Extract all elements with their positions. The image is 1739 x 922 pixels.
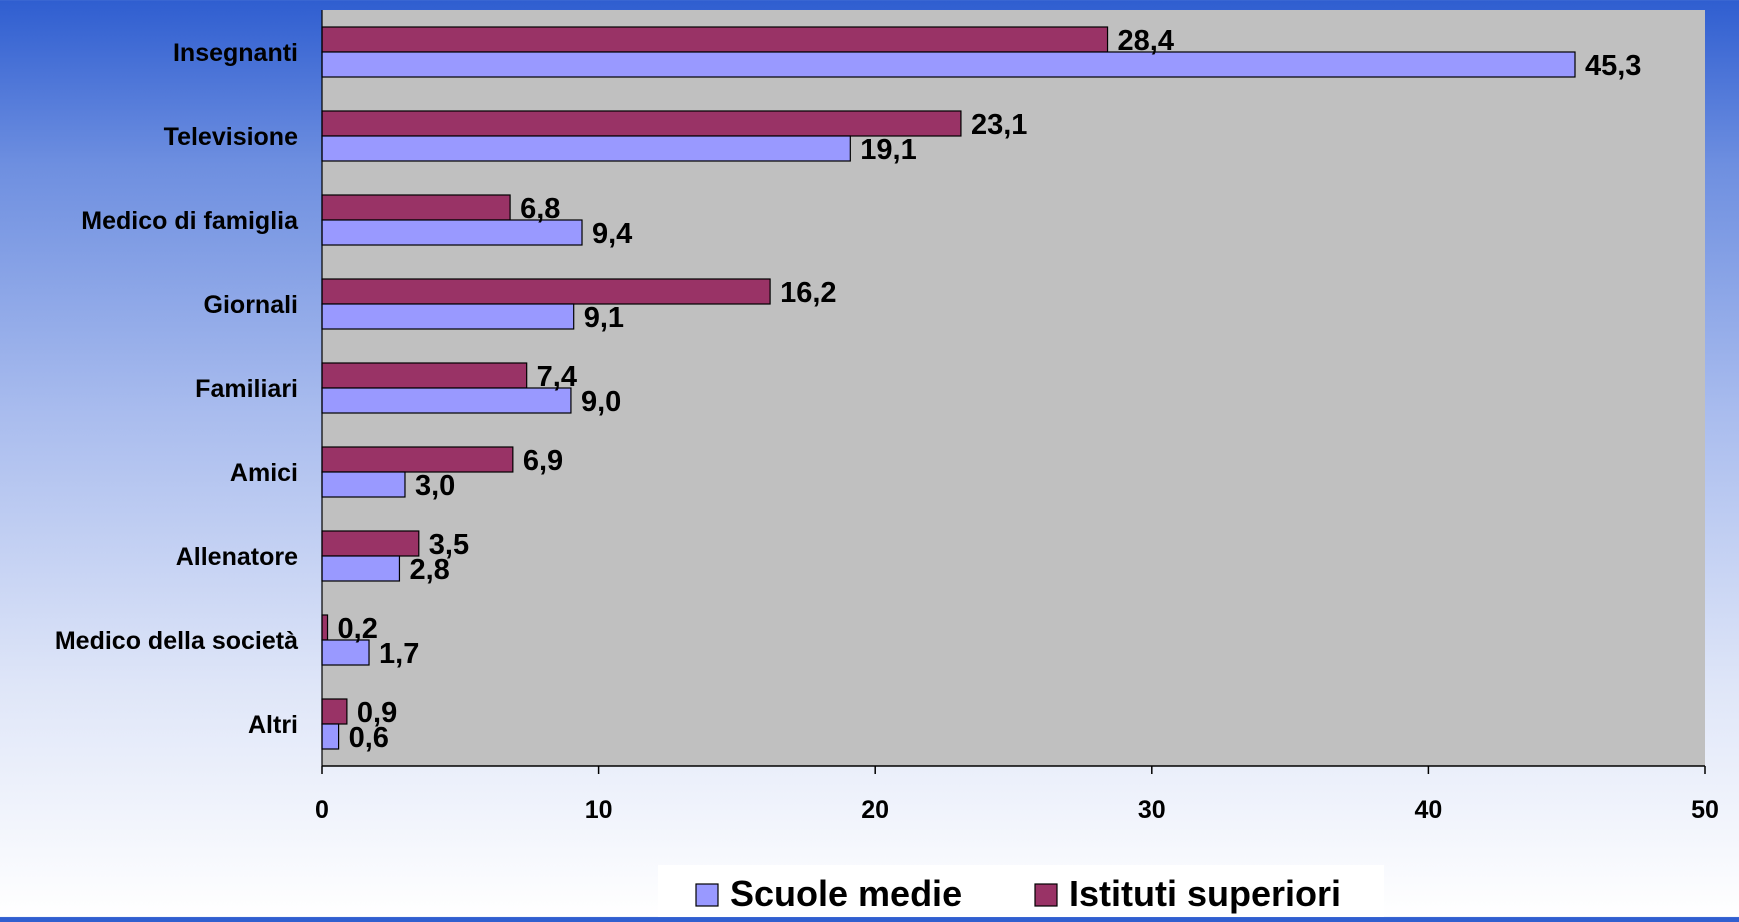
data-label-istituti-superiori-amici: 6,9 (523, 445, 563, 477)
bar-istituti-superiori-familiari (321, 362, 528, 389)
bar-istituti-superiori-medico-di-famiglia (321, 194, 511, 221)
bar-istituti-superiori-insegnanti (321, 26, 1109, 53)
data-labels-layer: 28,4 45,3 23,1 19,1 6,8 9,4 16,2 9,17,49,0 6,9 3,… (338, 25, 1642, 754)
category-label-medico-di-famiglia: Medico di famiglia (81, 207, 299, 235)
data-label-istituti-superiori-insegnanti: 28,4 (1118, 25, 1174, 57)
legend-box (658, 865, 1384, 917)
bar-istituti-superiori-televisione (321, 110, 962, 137)
category-label-giornali: Giornali (204, 291, 298, 319)
data-label-scuole-medie-insegnanti: 45,3 (1585, 50, 1641, 82)
data-label-istituti-superiori-medico-di-famiglia: 6,8 (520, 193, 560, 225)
bar-scuole-medie-familiari (321, 387, 572, 414)
data-label-istituti-superiori-medico-della-societa: 0,2 (338, 613, 378, 645)
bar-scuole-medie-allenatore (321, 555, 401, 582)
category-label-allenatore: Allenatore (176, 543, 298, 571)
bar-scuole-medie-amici (321, 471, 406, 498)
data-label-scuole-medie-allenatore: 2,8 (409, 554, 449, 586)
data-label-scuole-medie-televisione: 19,1 (860, 134, 916, 166)
bar-scuole-medie-medico-di-famiglia (321, 219, 583, 246)
category-label-familiari: Familiari (195, 375, 298, 403)
category-label-insegnanti: Insegnanti (173, 39, 298, 67)
x-tick-label-50: 50 (1691, 796, 1719, 824)
bars-layer (321, 26, 1576, 750)
data-label-scuole-medie-giornali: 9,1 (584, 302, 624, 334)
data-label-istituti-superiori-giornali: 16,2 (780, 277, 836, 309)
data-label-scuole-medie-altri: 0,6 (349, 722, 389, 754)
legend-label-istituti-superiori: Istituti superiori (1069, 873, 1341, 914)
bar-scuole-medie-altri (321, 723, 340, 750)
data-label-scuole-medie-medico-di-famiglia: 9,4 (592, 218, 632, 250)
x-tick-label-30: 30 (1138, 796, 1166, 824)
category-label-amici: Amici (230, 459, 298, 487)
data-label-scuole-medie-medico-della-societa: 1,7 (379, 638, 419, 670)
bar-istituti-superiori-giornali (321, 278, 771, 305)
legend-swatch-scuole-medie (695, 883, 719, 907)
bar-scuole-medie-insegnanti (321, 51, 1576, 78)
category-labels-layer: Insegnanti Televisione Medico di famiglia G… (55, 39, 299, 739)
data-label-scuole-medie-amici: 3,0 (415, 470, 455, 502)
x-tick-label-20: 20 (861, 796, 889, 824)
bar-istituti-superiori-allenatore (321, 530, 420, 557)
data-label-scuole-medie-familiari: 9,0 (581, 386, 621, 418)
bar-scuole-medie-medico-della-societa (321, 639, 370, 666)
x-axis: 0 10 20 30 40 50 (315, 10, 1719, 824)
bar-istituti-superiori-medico-della-societa (321, 614, 329, 641)
bar-istituti-superiori-amici (321, 446, 514, 473)
bar-scuole-medie-giornali (321, 303, 575, 330)
x-tick-label-40: 40 (1414, 796, 1442, 824)
bar-istituti-superiori-altri (321, 698, 348, 725)
data-label-istituti-superiori-televisione: 23,1 (971, 109, 1027, 141)
legend-label-scuole-medie: Scuole medie (730, 873, 962, 914)
x-tick-label-0: 0 (315, 796, 329, 824)
bar-scuole-medie-televisione (321, 135, 851, 162)
category-label-medico-della-societa: Medico della società (55, 627, 298, 655)
data-label-istituti-superiori-altri: 0,9 (357, 697, 397, 729)
data-label-istituti-superiori-familiari: 7,4 (537, 361, 577, 393)
x-tick-label-10: 10 (585, 796, 613, 824)
category-label-televisione: Televisione (164, 123, 298, 151)
legend: Scuole medie Istituti superiori (658, 865, 1384, 917)
legend-swatch-istituti-superiori (1034, 883, 1058, 907)
data-label-istituti-superiori-allenatore: 3,5 (429, 529, 469, 561)
category-label-altri: Altri (248, 711, 298, 739)
